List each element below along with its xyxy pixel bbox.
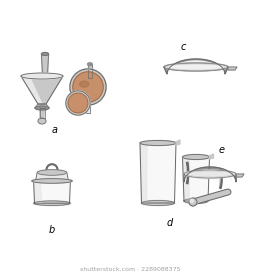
Polygon shape [206, 178, 214, 180]
Polygon shape [34, 181, 70, 203]
Text: a: a [52, 125, 58, 135]
Polygon shape [88, 64, 92, 78]
Text: d: d [167, 218, 173, 228]
Circle shape [66, 91, 90, 115]
Polygon shape [183, 157, 190, 201]
Polygon shape [35, 172, 69, 181]
Ellipse shape [88, 63, 92, 66]
Polygon shape [21, 76, 42, 104]
Circle shape [190, 199, 193, 202]
Polygon shape [42, 54, 49, 55]
Polygon shape [35, 104, 49, 108]
Text: shutterstock.com · 2289088375: shutterstock.com · 2289088375 [80, 267, 180, 272]
Polygon shape [199, 175, 222, 180]
Polygon shape [186, 67, 206, 72]
Polygon shape [236, 174, 244, 177]
Polygon shape [174, 62, 218, 72]
Polygon shape [42, 54, 49, 76]
Ellipse shape [80, 81, 89, 87]
Ellipse shape [140, 141, 176, 146]
Ellipse shape [21, 73, 63, 79]
Ellipse shape [35, 106, 49, 110]
Polygon shape [183, 66, 209, 72]
Polygon shape [202, 176, 218, 180]
Polygon shape [228, 67, 237, 70]
Polygon shape [164, 59, 228, 74]
Polygon shape [140, 143, 147, 203]
Polygon shape [86, 105, 90, 113]
Circle shape [68, 93, 88, 113]
Ellipse shape [37, 170, 67, 175]
Ellipse shape [184, 170, 236, 178]
Ellipse shape [184, 199, 208, 204]
Ellipse shape [38, 118, 46, 124]
Ellipse shape [34, 201, 70, 206]
Text: c: c [180, 42, 186, 52]
Polygon shape [21, 76, 63, 104]
Ellipse shape [32, 179, 72, 183]
Ellipse shape [42, 53, 49, 55]
Ellipse shape [164, 63, 228, 71]
Ellipse shape [141, 200, 174, 206]
Circle shape [73, 72, 103, 102]
Polygon shape [210, 154, 213, 159]
Polygon shape [35, 181, 42, 203]
Text: b: b [49, 225, 55, 235]
Polygon shape [40, 108, 44, 118]
Polygon shape [183, 157, 210, 201]
Polygon shape [184, 167, 236, 182]
Polygon shape [176, 140, 180, 145]
Circle shape [189, 198, 197, 206]
Circle shape [70, 69, 106, 105]
Polygon shape [187, 170, 233, 181]
Text: e: e [219, 145, 225, 155]
Polygon shape [140, 143, 176, 203]
Polygon shape [180, 65, 212, 72]
Polygon shape [177, 64, 215, 72]
Polygon shape [168, 61, 224, 73]
Ellipse shape [164, 63, 228, 71]
Ellipse shape [183, 155, 210, 160]
Polygon shape [189, 69, 203, 72]
